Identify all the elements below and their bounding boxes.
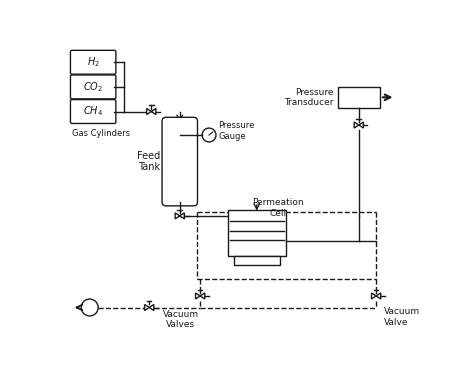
- Polygon shape: [175, 213, 180, 219]
- Polygon shape: [180, 213, 184, 219]
- Text: Gas Cylinders: Gas Cylinders: [72, 129, 130, 138]
- Text: Pressure
Transducer: Pressure Transducer: [284, 88, 334, 107]
- Polygon shape: [354, 122, 359, 128]
- FancyBboxPatch shape: [162, 117, 198, 206]
- Polygon shape: [376, 293, 381, 299]
- Polygon shape: [200, 293, 205, 299]
- FancyBboxPatch shape: [71, 100, 116, 124]
- Text: Permeation
Cell: Permeation Cell: [253, 198, 304, 217]
- Polygon shape: [196, 293, 200, 299]
- Bar: [234, 256, 280, 265]
- Polygon shape: [372, 293, 376, 299]
- Polygon shape: [359, 122, 364, 128]
- Text: Feed
Tank: Feed Tank: [137, 151, 160, 172]
- Polygon shape: [149, 304, 154, 311]
- Text: $CH_4$: $CH_4$: [83, 105, 103, 118]
- Polygon shape: [146, 109, 151, 114]
- Text: Vacuum
Valves: Vacuum Valves: [163, 310, 199, 329]
- Text: $CO_2$: $CO_2$: [83, 80, 103, 94]
- Bar: [228, 210, 286, 256]
- Circle shape: [202, 128, 216, 142]
- Polygon shape: [145, 304, 149, 311]
- Text: Pressure
Gauge: Pressure Gauge: [219, 121, 255, 141]
- Text: $H_2$: $H_2$: [87, 55, 100, 69]
- FancyBboxPatch shape: [71, 75, 116, 99]
- Text: Vacuum
Valve: Vacuum Valve: [384, 308, 420, 327]
- FancyBboxPatch shape: [71, 50, 116, 74]
- Polygon shape: [151, 109, 156, 114]
- Bar: [337, 86, 380, 108]
- Circle shape: [81, 299, 98, 316]
